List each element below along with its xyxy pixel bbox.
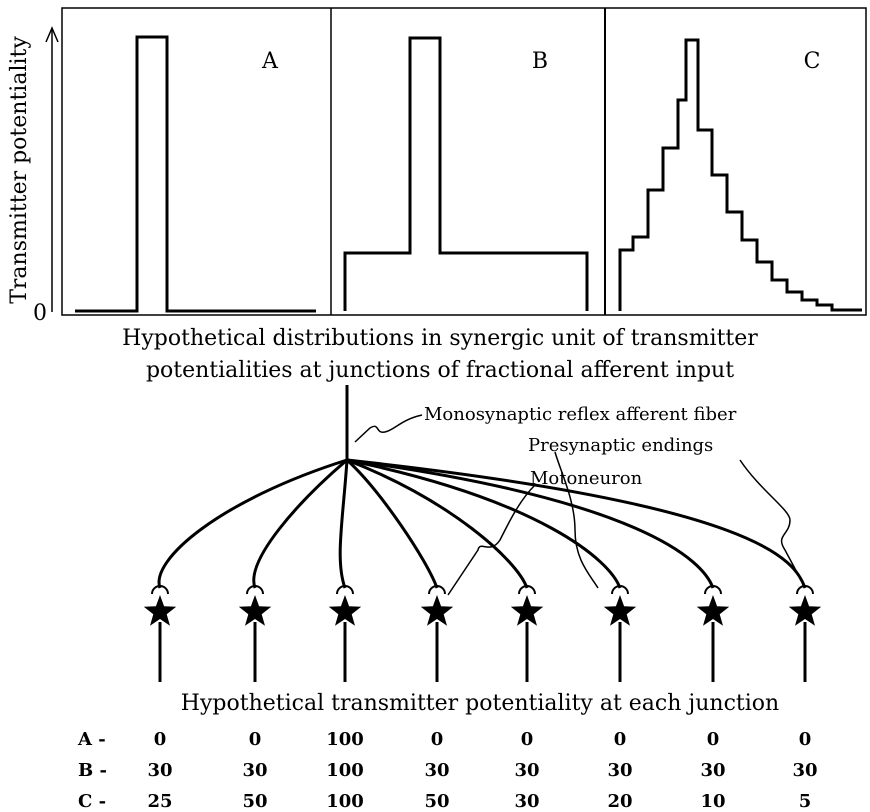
row-label: C -	[78, 791, 106, 808]
motoneuron	[328, 595, 362, 626]
leader-line	[354, 414, 423, 443]
leaders	[354, 414, 801, 596]
motoneuron	[238, 595, 272, 626]
cell: 0	[614, 729, 627, 750]
branch	[346, 458, 622, 589]
leader-line	[447, 484, 536, 596]
motoneuron	[143, 595, 177, 626]
distribution-c	[618, 38, 862, 312]
ending	[611, 585, 629, 595]
branch	[345, 458, 439, 589]
branch	[157, 458, 348, 589]
zero-label: 0	[33, 301, 47, 326]
cell: 0	[249, 729, 262, 750]
row-label: A -	[77, 729, 106, 750]
cell: 10	[700, 791, 725, 808]
cell: 0	[521, 729, 534, 750]
cell: 30	[147, 760, 172, 781]
ending	[704, 585, 722, 595]
distribution-b	[343, 36, 589, 311]
fiber-tree	[151, 385, 814, 595]
leader-line	[739, 459, 801, 579]
cell: 25	[147, 791, 172, 808]
motoneuron	[696, 595, 730, 626]
cell: 30	[700, 760, 725, 781]
cell: 30	[242, 760, 267, 781]
branch	[252, 458, 348, 589]
panel-label: C	[804, 49, 821, 74]
neurons	[143, 595, 822, 682]
cell: 0	[154, 729, 167, 750]
cell: 0	[799, 729, 812, 750]
cell: 30	[514, 791, 539, 808]
cell: 0	[431, 729, 444, 750]
arrow-head	[45, 26, 59, 43]
table: A - 0 0 100 0 0 0 0 0 B - 30 30 100 30 30 30 30 30 C - 25 50…	[77, 729, 818, 812]
motoneuron	[788, 595, 822, 626]
ending	[151, 585, 169, 595]
cell: 30	[792, 760, 817, 781]
branch	[346, 458, 529, 589]
leader-line	[554, 451, 599, 589]
row-label: B -	[78, 760, 107, 781]
branch	[346, 458, 715, 589]
branch	[338, 459, 349, 589]
cell: 30	[607, 760, 632, 781]
caption-line: Hypothetical distributions in synergic u…	[122, 326, 758, 351]
cell: 5	[799, 791, 812, 808]
cell: 100	[326, 760, 364, 781]
motoneuron	[420, 595, 454, 626]
ending	[336, 585, 354, 595]
panel-label: B	[532, 49, 548, 74]
table-title: Hypothetical transmitter potentiality at…	[181, 691, 779, 716]
cell: 30	[514, 760, 539, 781]
distribution-a	[75, 35, 316, 313]
cell: 100	[326, 791, 364, 808]
panel-label: A	[261, 49, 279, 74]
motoneuron	[510, 595, 544, 626]
cell: 50	[424, 791, 449, 808]
y-axis-label: Transmitter potentiality	[7, 36, 32, 304]
motoneuron	[603, 595, 637, 626]
cell: 50	[242, 791, 267, 808]
panels	[45, 7, 867, 316]
cell: 30	[424, 760, 449, 781]
panel-frame	[61, 7, 867, 316]
fiber-label: Monosynaptic reflex afferent fiber	[424, 404, 737, 425]
ending	[796, 585, 814, 595]
endings-label: Presynaptic endings	[528, 435, 713, 456]
cell: 100	[326, 729, 364, 750]
ending	[428, 585, 446, 595]
neuron-label: Motoneuron	[530, 468, 643, 489]
cell: 20	[607, 791, 632, 808]
cell: 0	[707, 729, 720, 750]
ending	[518, 585, 536, 595]
caption-line: potentialities at junctions of fractiona…	[146, 358, 734, 383]
ending	[246, 585, 264, 595]
